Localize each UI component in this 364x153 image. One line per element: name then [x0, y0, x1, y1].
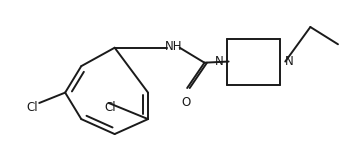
Text: Cl: Cl	[104, 101, 116, 114]
Text: Cl: Cl	[26, 101, 37, 114]
Text: O: O	[181, 96, 191, 109]
Text: N: N	[215, 55, 223, 68]
Text: NH: NH	[165, 40, 182, 53]
Text: N: N	[284, 55, 293, 68]
